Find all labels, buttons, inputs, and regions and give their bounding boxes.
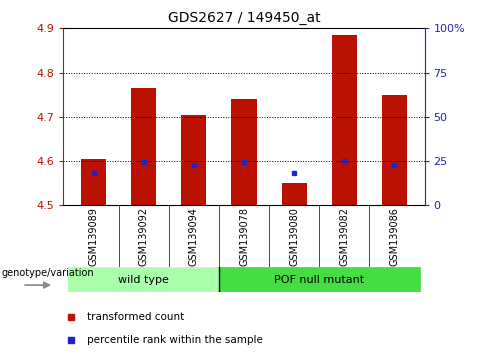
Text: GSM139086: GSM139086 <box>389 207 400 266</box>
FancyBboxPatch shape <box>68 267 219 292</box>
Text: POF null mutant: POF null mutant <box>274 275 365 285</box>
Text: transformed count: transformed count <box>87 312 184 322</box>
FancyBboxPatch shape <box>219 267 420 292</box>
Text: GSM139082: GSM139082 <box>339 207 349 266</box>
Text: GSM139080: GSM139080 <box>289 207 299 266</box>
Text: percentile rank within the sample: percentile rank within the sample <box>87 335 263 346</box>
Bar <box>231 99 257 205</box>
Text: GSM139089: GSM139089 <box>88 207 99 266</box>
Bar <box>81 159 106 205</box>
Bar <box>282 183 306 205</box>
Bar <box>182 115 206 205</box>
Bar <box>382 95 407 205</box>
Bar <box>332 35 357 205</box>
Text: wild type: wild type <box>118 275 169 285</box>
Title: GDS2627 / 149450_at: GDS2627 / 149450_at <box>168 11 320 24</box>
Text: GSM139094: GSM139094 <box>189 207 199 266</box>
Text: genotype/variation: genotype/variation <box>1 268 94 279</box>
Bar <box>131 88 156 205</box>
Text: GSM139078: GSM139078 <box>239 207 249 266</box>
Text: GSM139092: GSM139092 <box>139 207 149 266</box>
